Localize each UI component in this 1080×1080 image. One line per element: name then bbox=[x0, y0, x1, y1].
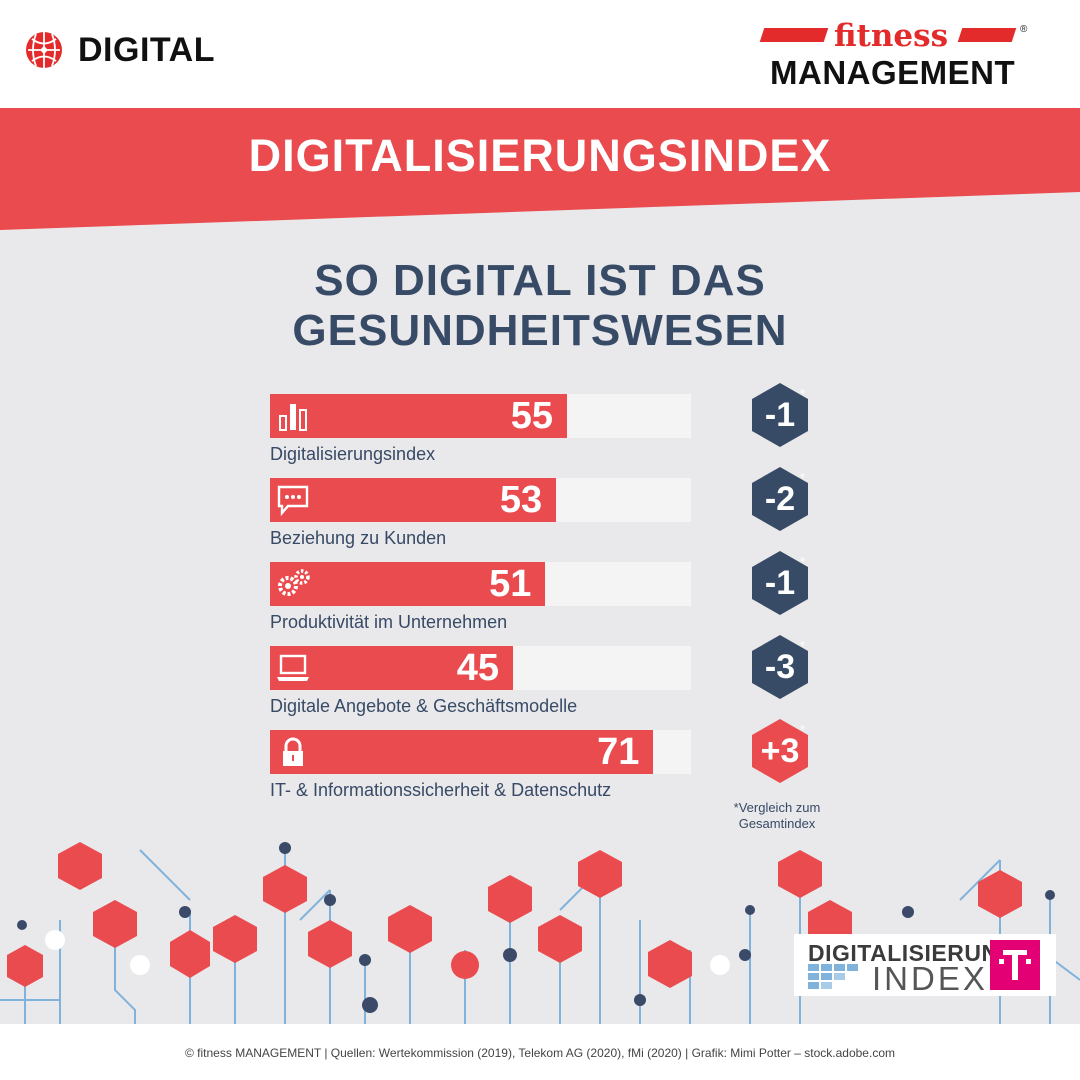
bar bbox=[270, 394, 567, 438]
bar-row: 55 Digitalisierungsindex -1 * bbox=[270, 383, 820, 464]
headline-line-1: SO DIGITAL IST DAS bbox=[314, 256, 766, 305]
comparison-value: -1 bbox=[764, 564, 796, 602]
bar-row: 51 Produktivität im Unternehmen -1 * bbox=[270, 551, 820, 632]
bar-value-label: 51 bbox=[489, 563, 532, 605]
bar-value-label: 71 bbox=[597, 731, 640, 773]
footer-credits: © fitness MANAGEMENT | Quellen: Wertekom… bbox=[185, 1046, 895, 1060]
bar-value-label: 53 bbox=[499, 479, 543, 521]
laptop-icon bbox=[277, 654, 309, 681]
comparison-value: -2 bbox=[764, 480, 796, 518]
pixel-grid-icon bbox=[808, 964, 858, 989]
comparison-hexagon: -1 * bbox=[750, 382, 810, 448]
banner-title: DIGITALISIERUNGSINDEX bbox=[248, 130, 832, 181]
comparison-asterisk: * bbox=[800, 386, 806, 401]
telekom-t-icon bbox=[999, 950, 1031, 980]
category-label: IT- & Informationssicherheit & Datenschu… bbox=[270, 780, 612, 800]
chat-bubble-icon bbox=[277, 485, 309, 516]
category-label: Digitale Angebote & Geschäftsmodelle bbox=[270, 696, 578, 716]
bar bbox=[270, 478, 557, 522]
bar-chart-icon bbox=[279, 404, 307, 431]
category-label: Beziehung zu Kunden bbox=[270, 528, 447, 548]
title-banner bbox=[0, 108, 1080, 230]
globe-network-icon bbox=[26, 32, 62, 68]
logo-word-fitness: fitness bbox=[834, 18, 949, 54]
registered-mark: ® bbox=[1020, 24, 1028, 35]
comparison-hexagon: +3 * bbox=[750, 718, 810, 784]
comparison-asterisk: * bbox=[800, 470, 806, 485]
comparison-asterisk: * bbox=[800, 638, 806, 653]
bar bbox=[270, 646, 513, 690]
telekom-logo bbox=[990, 940, 1040, 990]
digitalisierungsindex-badge: DIGITALISIERUNGS INDEX bbox=[794, 934, 1056, 997]
comparison-value: +3 bbox=[760, 732, 800, 770]
comparison-hexagon: -2 * bbox=[750, 466, 810, 532]
gears-icon bbox=[278, 569, 310, 596]
badge-line-2: INDEX bbox=[872, 960, 988, 997]
comparison-asterisk: * bbox=[800, 554, 806, 569]
health-icons-decoration bbox=[0, 842, 1080, 1030]
category-label: Digitalisierungsindex bbox=[270, 444, 436, 464]
bar bbox=[270, 730, 654, 774]
bar-value-label: 55 bbox=[510, 395, 553, 437]
comparison-hexagon: -3 * bbox=[750, 634, 810, 700]
headline-line-2: GESUNDHEITSWESEN bbox=[292, 306, 788, 355]
top-bar: DIGITAL fitness ® MANAGEMENT bbox=[0, 0, 1080, 108]
bar-value-label: 45 bbox=[456, 647, 499, 689]
comparison-value: -3 bbox=[764, 648, 796, 686]
comparison-hexagon: -1 * bbox=[750, 550, 810, 616]
bar-row: 45 Digitale Angebote & Geschäftsmodelle -3… bbox=[270, 635, 820, 716]
digital-brand: DIGITAL bbox=[24, 30, 215, 70]
digital-brand-label: DIGITAL bbox=[78, 30, 215, 69]
comparison-asterisk: * bbox=[800, 722, 806, 737]
comparison-value: -1 bbox=[764, 396, 796, 434]
comparison-note: *Vergleich zum Gesamtindex bbox=[733, 800, 821, 831]
fitness-management-logo: fitness ® MANAGEMENT bbox=[759, 18, 1027, 92]
logo-word-management: MANAGEMENT bbox=[770, 54, 1016, 91]
headline: SO DIGITAL IST DAS GESUNDHEITSWESEN bbox=[0, 256, 1080, 356]
category-label: Produktivität im Unternehmen bbox=[270, 612, 508, 632]
footer-bar bbox=[0, 1024, 1080, 1080]
padlock-icon bbox=[283, 737, 303, 766]
bar-row: 53 Beziehung zu Kunden -2 * bbox=[270, 467, 820, 548]
bar-row: 71 IT- & Informationssicherheit & Datensc… bbox=[270, 719, 820, 800]
bar bbox=[270, 562, 546, 606]
